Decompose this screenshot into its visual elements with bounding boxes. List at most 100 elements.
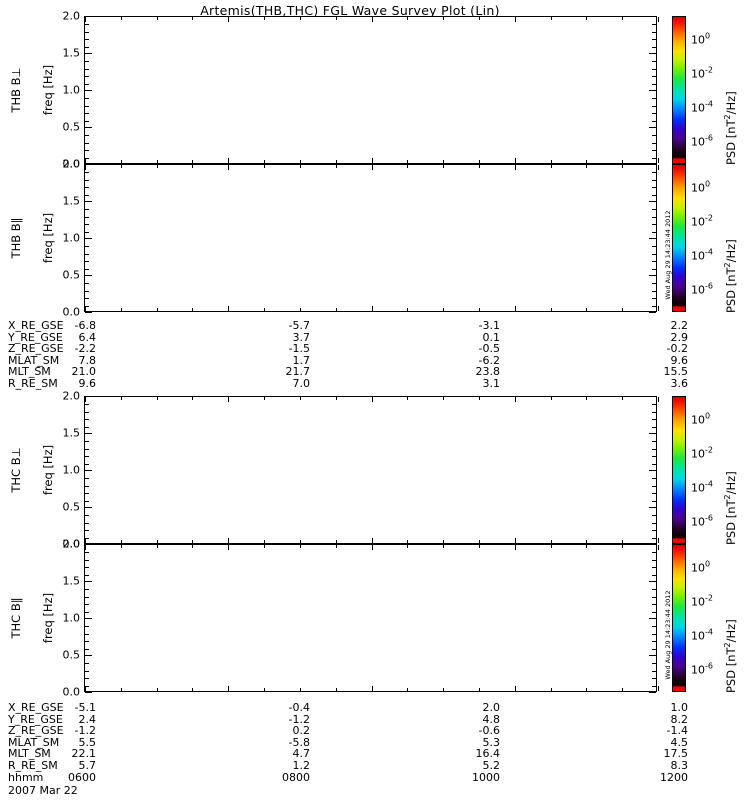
ytick-label: 0.5 [62,268,81,282]
ephemeris-value: 5.2 [482,758,501,772]
ephemeris-value: 3.1 [482,376,501,390]
ephemeris-value: -2.2 [74,342,96,356]
ephemeris-value: -0.5 [478,342,500,356]
ephemeris-value: 9.6 [670,353,689,367]
ephemeris-row-label: Y_RE_GSE [8,712,63,726]
colorbar-tick-label: 100 [691,31,711,47]
ephemeris-value: 2.4 [78,712,97,726]
colorbar-tick-label: 10-4 [691,99,713,115]
thb-bperp-tickmarks [85,16,659,165]
ephemeris-value: 8.3 [670,758,689,772]
colorbar-tick-label: 10-6 [691,513,713,529]
thc-bpar-colorbar [672,544,686,692]
ephemeris-row-label: Z_RE_GSE [8,342,64,356]
ephemeris-value: 0600 [68,770,96,784]
thb-bpar-axis-title: THB B∥ [9,217,23,259]
ephemeris-value: 0800 [282,770,310,784]
thb-bpar-colorbar [672,164,686,312]
ephemeris-row-label: R_RE_SM [8,376,58,390]
thb-bperp-ytick-labels: 2.0 1.5 1.0 0.5 0.0 [46,10,81,171]
thc-bperp-axis-units: freq [Hz] [41,444,55,496]
ephemeris-value: -0.4 [288,701,310,714]
ephemeris-value: 5.5 [78,735,97,749]
thc-bpar-ytick-labels: 2.0 1.5 1.0 0.5 0.0 [46,538,81,699]
ytick-label: 0.0 [62,537,81,551]
colorbar-tick-label: 10-6 [691,133,713,149]
thc-bperp-panel [84,396,659,545]
ephemeris-value: 3.7 [292,330,311,344]
ephemeris-value: 5.3 [482,735,501,749]
colorbar-tick-label: 10-6 [691,661,713,677]
colorbar-tick-label: 100 [691,179,711,195]
thc-bpar-colorbar-title: PSD [nT2/Hz] [723,619,738,693]
ephemeris-row-label: MLAT_SM [8,353,60,367]
ephemeris-value: 1.7 [292,353,311,367]
colorbar-tick-label: 10-2 [691,445,713,461]
ephemeris-value: 9.6 [78,376,97,390]
ephemeris-value: 4.5 [670,735,689,749]
ephemeris-value: 6.4 [78,330,97,344]
ytick-label: 2.0 [62,157,81,171]
ephemeris-value: 1200 [660,770,688,784]
ephemeris-row-label: X_RE_GSE [8,319,64,332]
ephemeris-value: 7.8 [78,353,97,367]
ephemeris-row-label: MLAT_SM [8,735,60,749]
thc-bperp-tickmarks [85,396,659,545]
creation-timestamp: Wed Aug 29 14:23:44 2012 [664,210,672,300]
ytick-label: 0.5 [62,500,81,514]
ephemeris-value: -1.2 [288,712,310,726]
ephemeris-value: 5.7 [78,758,97,772]
ephemeris-value: 15.5 [663,365,689,379]
thc-bpar-axis-title: THC B∥ [9,597,23,639]
creation-timestamp: Wed Aug 29 14:23:44 2012 [664,590,672,680]
colorbar-tick-label: 100 [691,411,711,427]
ephemeris-value: 4.8 [482,712,501,726]
ephemeris-row-label: hhmm [8,770,44,784]
thb-bpar-colorbar-title: PSD [nT2/Hz] [723,239,738,313]
ytick-label: 2.0 [62,389,81,403]
colorbar-tick-label: 10-4 [691,247,713,263]
ephemeris-row-label: MLT_SM [8,365,51,379]
thb-bpar-axis-units: freq [Hz] [41,212,55,264]
thb-bperp-panel [84,16,659,165]
ytick-label: 1.5 [62,194,81,208]
thc-bpar-tickmarks [85,544,659,693]
ytick-label: 1.5 [62,574,81,588]
thc-bperp-axis-title: THC B⊥ [9,447,23,493]
colorbar-tick-label: 10-4 [691,479,713,495]
ytick-label: 0.0 [62,685,81,699]
ytick-label: 1.0 [62,231,81,245]
ytick-label: 0.5 [62,648,81,662]
ephemeris-value: -5.8 [288,735,310,749]
ephemeris-value: 3.6 [670,376,689,390]
ytick-label: 2.0 [62,9,81,23]
ytick-label: 0.0 [62,305,81,319]
date-label: 2007 Mar 22 [8,784,78,798]
ephemeris-value: -1.5 [288,342,310,356]
ephemeris-value: 23.8 [475,365,501,379]
ephemeris-value: -6.2 [478,353,500,367]
ephemeris-value: -1.4 [666,724,688,738]
ephemeris-value: 0.2 [292,724,311,738]
ephemeris-value: 8.2 [670,712,689,726]
ephemeris-value: 2.2 [670,319,689,332]
ephemeris-row-label: Z_RE_GSE [8,724,64,738]
ytick-label: 1.5 [62,46,81,60]
ephemeris-value: 1.0 [670,701,689,714]
colorbar-tick-label: 10-2 [691,593,713,609]
ytick-label: 1.5 [62,426,81,440]
ephemeris-value: 17.5 [663,747,689,761]
ephemeris-value: 2.9 [670,330,689,344]
ytick-label: 2.0 [62,537,81,551]
thb-bpar-ytick-labels: 2.0 1.5 1.0 0.5 0.0 [46,158,81,319]
ephemeris-value: -5.7 [288,319,310,332]
thb-bpar-panel [84,164,659,313]
ephemeris-value: 16.4 [475,747,501,761]
thb-bperp-colorbar [672,16,686,164]
colorbar-tick-label: 10-2 [691,213,713,229]
thc-bperp-ytick-labels: 2.0 1.5 1.0 0.5 0.0 [46,390,81,551]
thb-bperp-axis-units: freq [Hz] [41,64,55,116]
ephemeris-value: 2.0 [482,701,501,714]
ytick-label: 0.0 [62,157,81,171]
